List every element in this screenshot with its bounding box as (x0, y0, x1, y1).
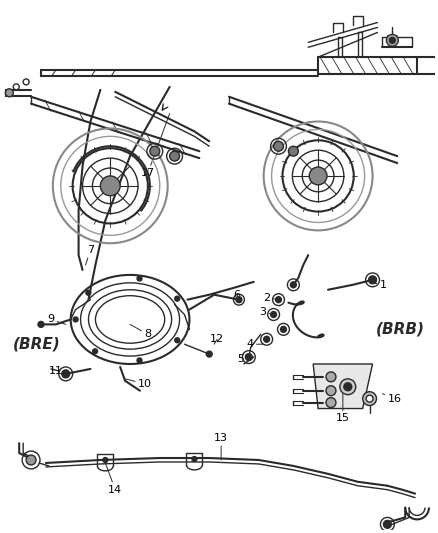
Circle shape (326, 372, 336, 382)
Circle shape (38, 321, 44, 327)
Text: 7: 7 (85, 245, 94, 265)
Text: 8: 8 (130, 325, 152, 340)
Circle shape (326, 398, 336, 408)
Circle shape (100, 176, 120, 196)
Circle shape (280, 326, 286, 332)
Text: 13: 13 (214, 433, 228, 460)
Text: 15: 15 (385, 35, 399, 45)
Circle shape (290, 282, 297, 288)
Text: 15: 15 (336, 394, 350, 423)
Circle shape (369, 276, 377, 284)
Text: 6: 6 (233, 290, 240, 300)
Circle shape (26, 455, 36, 465)
Circle shape (309, 167, 327, 185)
Circle shape (366, 395, 373, 402)
Circle shape (86, 290, 91, 295)
Text: 5: 5 (237, 354, 251, 364)
Circle shape (276, 297, 282, 303)
Circle shape (271, 311, 276, 318)
Circle shape (389, 37, 396, 43)
Circle shape (344, 383, 352, 391)
Circle shape (103, 457, 108, 463)
Text: 12: 12 (210, 334, 224, 344)
Text: (BRE): (BRE) (13, 337, 61, 352)
Text: 1: 1 (373, 280, 386, 290)
Text: 3: 3 (260, 306, 274, 317)
Circle shape (170, 151, 180, 161)
Text: 11: 11 (49, 366, 66, 376)
Circle shape (206, 351, 212, 357)
Text: 9: 9 (47, 314, 66, 325)
Circle shape (192, 457, 197, 462)
Circle shape (150, 146, 160, 156)
Circle shape (386, 35, 398, 46)
Text: 14: 14 (105, 463, 122, 495)
Circle shape (62, 370, 70, 378)
Circle shape (92, 349, 98, 354)
Circle shape (288, 146, 298, 156)
Circle shape (274, 141, 283, 151)
Circle shape (245, 353, 252, 360)
Circle shape (73, 317, 78, 322)
Text: (BRB): (BRB) (375, 322, 424, 337)
Text: 2: 2 (264, 293, 279, 303)
Circle shape (264, 336, 270, 342)
Circle shape (137, 276, 142, 281)
Circle shape (363, 392, 377, 406)
Circle shape (175, 296, 180, 301)
Circle shape (137, 358, 142, 363)
Text: 17: 17 (141, 114, 170, 178)
Text: 4: 4 (247, 339, 264, 349)
Circle shape (5, 89, 13, 97)
Text: 16: 16 (382, 394, 401, 403)
Circle shape (326, 386, 336, 395)
Text: 10: 10 (125, 379, 152, 389)
Circle shape (236, 297, 242, 303)
Circle shape (383, 520, 392, 528)
Polygon shape (313, 364, 373, 408)
Circle shape (340, 379, 356, 394)
Circle shape (175, 338, 180, 343)
